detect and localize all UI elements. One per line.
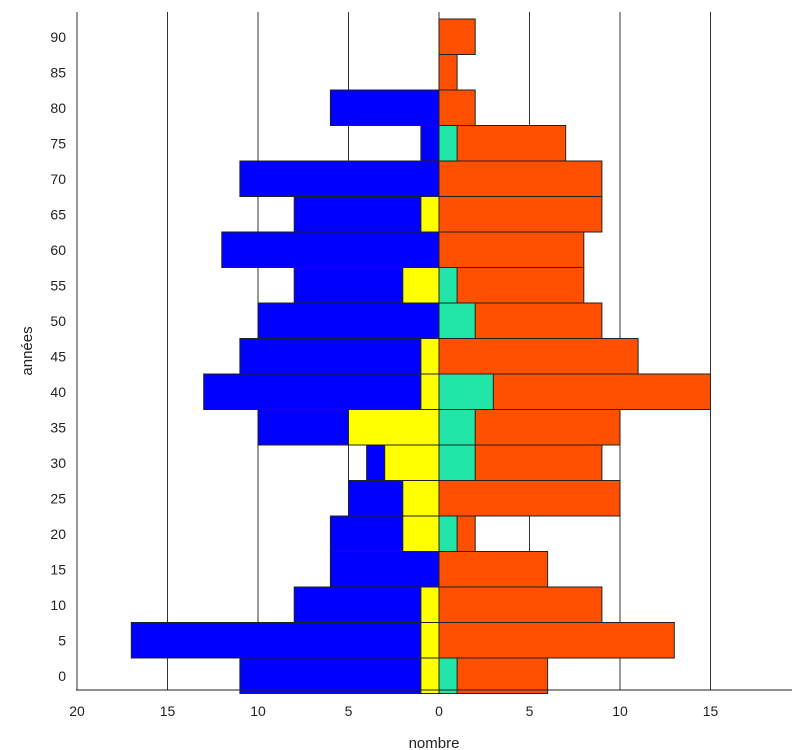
y-tick-label: 80 [50,100,66,116]
x-tick-label: 10 [612,703,628,719]
bar-left-55 [402,267,440,304]
y-tick-label: 10 [50,597,66,613]
y-tick-label: 45 [50,348,66,364]
bar-left-35 [348,409,440,446]
x-tick-labels: 20151050510152 [69,703,719,719]
bar-right-80 [438,89,476,126]
bar-left-25 [402,480,440,517]
bar-right-10 [438,586,603,623]
y-axis-label: années [19,326,36,375]
y-tick-label: 15 [50,561,66,577]
y-tick-label: 0 [58,668,66,684]
bar-right-65 [438,196,603,233]
bar-right-5 [438,622,675,659]
y-tick-label: 40 [50,384,66,400]
bar-left-80 [329,89,440,126]
y-tick-label: 50 [50,313,66,329]
x-axis-label: nombre [409,735,460,750]
x-tick-label: 20 [69,703,85,719]
y-tick-label: 60 [50,242,66,258]
bar-left-30 [384,444,440,481]
y-tick-label: 5 [58,632,66,648]
bar-left-40 [203,373,440,410]
y-tick-label: 75 [50,135,66,151]
bar-right-20 [438,515,458,552]
bar-right-25 [438,480,621,517]
bar-right-55 [438,267,458,304]
bar-right-30 [438,444,476,481]
y-tick-label: 65 [50,206,66,222]
x-tick-label: 5 [345,703,353,719]
bar-right-35 [438,409,476,446]
bar-left-75 [420,125,440,162]
bar-left-5 [130,622,440,659]
bar-left-45 [420,338,440,375]
bar-right-85 [438,54,458,91]
bar-right-0 [438,657,458,694]
bar-right-90 [438,18,476,55]
y-tick-label: 25 [50,490,66,506]
bar-left-40 [420,373,440,410]
bar-left-65 [420,196,440,233]
bar-left-45 [239,338,440,375]
bar-left-10 [293,586,440,623]
bar-left-60 [221,231,440,268]
bar-left-10 [420,586,440,623]
bar-left-0 [239,657,440,694]
bar-left-15 [329,551,440,588]
bar-right-40 [438,373,494,410]
x-tick-label: 0 [435,703,443,719]
bar-right-60 [438,231,585,268]
x-tick-label: 15 [703,703,719,719]
bar-left-50 [257,302,440,339]
x-tick-label: 10 [250,703,266,719]
bar-left-5 [420,622,440,659]
bar-left-70 [239,160,440,197]
y-tick-label: 30 [50,455,66,471]
x-tick-label: 15 [160,703,176,719]
bars [130,18,711,694]
y-tick-label: 85 [50,64,66,80]
bar-right-15 [438,551,549,588]
y-tick-label: 20 [50,526,66,542]
bar-right-45 [438,338,639,375]
bar-right-55 [438,267,585,304]
bar-left-0 [420,657,440,694]
bar-right-75 [438,125,458,162]
bar-left-65 [293,196,440,233]
bar-right-70 [438,160,603,197]
y-tick-label: 55 [50,277,66,293]
y-tick-label: 35 [50,419,66,435]
bar-left-20 [402,515,440,552]
y-tick-labels: 0 5 10 15 20 25 30 35 40 45 50 55 60 65 70 75 80 85 90 [50,29,66,684]
x-tick-label: 5 [526,703,534,719]
bar-right-50 [438,302,476,339]
bar-right-75 [438,125,567,162]
y-tick-label: 90 [50,29,66,45]
y-tick-label: 70 [50,171,66,187]
